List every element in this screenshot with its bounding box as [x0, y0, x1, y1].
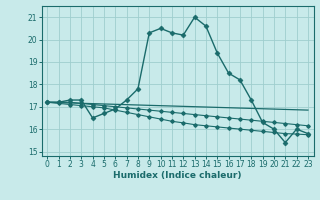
X-axis label: Humidex (Indice chaleur): Humidex (Indice chaleur) [113, 171, 242, 180]
